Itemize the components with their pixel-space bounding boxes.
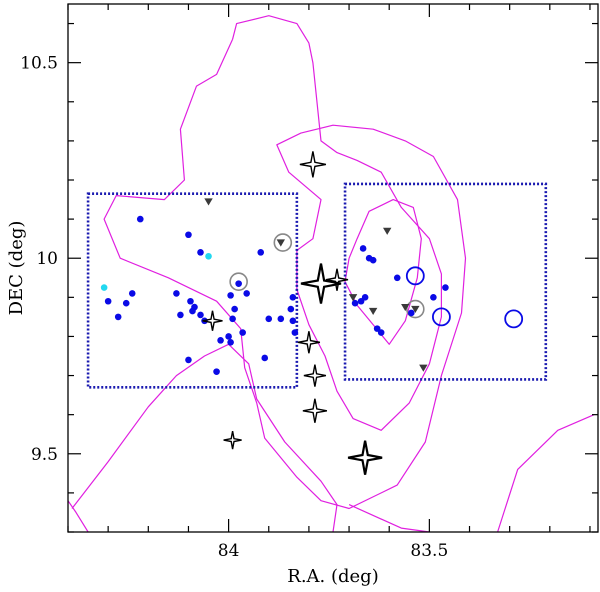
star-marker [297, 331, 321, 354]
cyan-dot-point [205, 252, 212, 260]
blue-dot-point [122, 299, 130, 307]
contour-line [497, 414, 595, 532]
blue-dot-point [227, 292, 234, 299]
blue-dot-point [173, 290, 180, 297]
blue-dot-point [177, 311, 184, 319]
blue-dot-point [359, 245, 367, 252]
triangle-point [204, 198, 213, 206]
star-marker [223, 430, 242, 450]
blue-dot-point [213, 368, 220, 375]
blue-dot-point [430, 294, 437, 301]
triangle-point [348, 294, 358, 302]
blue-dot-point [239, 329, 246, 336]
blue-ring-marker [432, 307, 451, 327]
blue-dot-point [235, 280, 242, 287]
blue-dot-point [227, 339, 234, 346]
ticks-group: 84 83.5 9.5 10 10.5 [20, 4, 598, 561]
x-tick-label: 83.5 [410, 541, 448, 561]
triangle-point [419, 364, 428, 372]
blue-dot-point [189, 307, 196, 315]
star-marker [325, 268, 349, 291]
plot-frame [67, 3, 599, 533]
triangle-point [411, 305, 420, 314]
star-marker [299, 151, 327, 178]
y-tick-label: 10.5 [20, 54, 58, 74]
blue-dot-point [393, 274, 401, 282]
contour-line [71, 343, 338, 532]
blue-dot-point [357, 297, 365, 305]
star-marker [347, 440, 383, 475]
blue-ring-marker [405, 266, 425, 286]
triangle-point [368, 307, 378, 316]
blue-dot-point [231, 305, 238, 313]
triangle-point [276, 239, 286, 247]
blue-dot-point [257, 249, 265, 256]
contour-line [348, 504, 430, 532]
y-tick-label: 9.5 [31, 445, 58, 465]
blue-dot-point [277, 315, 285, 323]
gray-ring-marker [229, 272, 248, 291]
star-marker [302, 398, 328, 423]
blue-dot-point [187, 297, 194, 305]
triangle-point [401, 303, 410, 312]
blue-dot-point [289, 294, 297, 301]
contour-line [344, 199, 422, 345]
blue-dot-point [442, 284, 449, 291]
box-east [86, 192, 299, 389]
blue-dot-point [104, 297, 112, 305]
cyan-dot-point [100, 284, 108, 291]
x-tick-label: 84 [218, 541, 240, 561]
blue-dot-point [261, 354, 269, 362]
blue-dot-point [185, 231, 192, 239]
markers-group [100, 151, 524, 475]
gray-ring-marker [406, 299, 425, 319]
blue-dot-point [128, 290, 136, 297]
blue-dot-point [197, 249, 204, 256]
star-marker [300, 263, 342, 304]
blue-dot-point [351, 299, 359, 307]
y-tick-label: 10 [36, 249, 58, 269]
y-axis-label: DEC (deg) [6, 221, 27, 316]
gray-ring-marker [273, 233, 293, 252]
blue-dot-point [377, 329, 385, 336]
x-axis-label: R.A. (deg) [287, 566, 378, 587]
star-marker [202, 310, 223, 331]
star-marker [303, 364, 327, 387]
blue-dot-point [225, 333, 232, 340]
blue-dot-point [114, 313, 122, 321]
blue-dot-point [289, 317, 297, 325]
blue-dot-point [407, 309, 415, 317]
blue-dot-point [185, 356, 192, 364]
blue-dot-point [243, 290, 250, 297]
blue-dot-point [265, 315, 273, 323]
contour-line [68, 500, 89, 532]
regions-group [86, 182, 548, 389]
contour-line [103, 15, 467, 510]
contours-group [68, 15, 595, 532]
blue-dot-point [136, 215, 144, 223]
blue-dot-point [197, 311, 204, 319]
blue-dot-point [291, 329, 299, 336]
blue-dot-point [229, 315, 236, 323]
blue-dot-point [369, 256, 377, 264]
blue-ring-marker [504, 309, 524, 329]
blue-dot-point [287, 305, 295, 313]
box-west [343, 182, 548, 381]
triangle-point [383, 227, 392, 235]
blue-dot-point [217, 337, 224, 344]
